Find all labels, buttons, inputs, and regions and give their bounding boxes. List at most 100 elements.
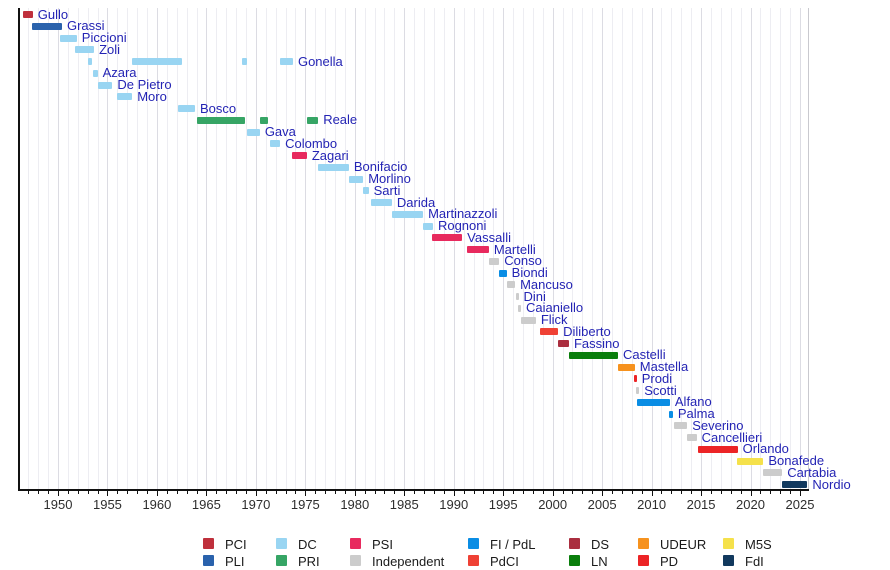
minister-label-diliberto[interactable]: Diliberto: [563, 323, 611, 339]
minister-label-zoli[interactable]: Zoli: [99, 41, 121, 57]
minister-label-severino[interactable]: Severino: [692, 417, 744, 433]
term-bar-flick[interactable]: [520, 316, 536, 324]
minister-label-gonella[interactable]: Gonella: [297, 53, 343, 69]
minister-label-fassino[interactable]: Fassino: [573, 335, 620, 351]
term-bar-severino[interactable]: [674, 422, 688, 430]
minister-label-morlino[interactable]: Morlino: [368, 171, 411, 186]
year-gridline: [58, 8, 59, 489]
term-bar-biondi[interactable]: [499, 269, 507, 277]
term-bar-vassalli[interactable]: [432, 234, 463, 242]
minister-label-caianiello[interactable]: Caianiello: [526, 300, 584, 316]
minister-label-prodi[interactable]: Prodi: [641, 370, 673, 386]
term-bar-orlando[interactable]: [698, 445, 738, 453]
term-bar-grassi[interactable]: [31, 22, 62, 30]
term-bar-azara[interactable]: [93, 69, 98, 77]
term-bar-moro[interactable]: [116, 93, 133, 101]
minister-label-conso[interactable]: Conso: [504, 253, 542, 269]
axis-tick: [295, 491, 297, 494]
minister-label-gava[interactable]: Gava: [264, 124, 296, 139]
term-bar-martinazzoli[interactable]: [391, 210, 424, 218]
term-bar-scotti[interactable]: [636, 387, 640, 394]
minister-label-flick[interactable]: Flick: [540, 312, 568, 327]
minister-label-bosco[interactable]: Bosco: [200, 100, 237, 116]
term-bar-caianiello[interactable]: [518, 304, 521, 312]
axis-tick: [641, 491, 643, 494]
minister-label-palma[interactable]: Palma: [677, 406, 715, 421]
term-bar-cartabia[interactable]: [763, 469, 783, 477]
term-bar-gonella[interactable]: [242, 58, 247, 65]
term-bar-gonella[interactable]: [88, 58, 92, 65]
minister-label-darida[interactable]: Darida: [396, 194, 436, 210]
year-gridline: [156, 8, 158, 489]
minister-label-mastella[interactable]: Mastella: [639, 359, 689, 374]
minister-label-castelli[interactable]: Castelli: [622, 347, 666, 363]
term-bar-bonifacio[interactable]: [318, 163, 349, 171]
term-bar-zagari[interactable]: [291, 152, 307, 159]
year-gridline: [394, 8, 396, 489]
minister-label-sarti[interactable]: Sarti: [373, 182, 401, 198]
legend-label-psi: PSI: [372, 537, 393, 552]
legend-label-udeur: UDEUR: [660, 537, 707, 552]
term-bar-nordio[interactable]: [782, 481, 808, 488]
term-bar-colombo[interactable]: [269, 140, 281, 148]
year-gridline: [28, 8, 30, 489]
term-bar-alfano[interactable]: [637, 398, 670, 406]
term-bar-martelli[interactable]: [467, 246, 489, 253]
minister-label-martelli[interactable]: Martelli: [493, 241, 536, 257]
term-bar-gonella[interactable]: [132, 58, 183, 65]
minister-label-piccioni[interactable]: Piccioni: [81, 30, 127, 45]
term-bar-reale[interactable]: [197, 116, 245, 124]
minister-label-moro[interactable]: Moro: [137, 88, 167, 104]
term-bar-morlino[interactable]: [348, 175, 364, 183]
term-bar-prodi[interactable]: [634, 375, 637, 383]
term-bar-bosco[interactable]: [178, 105, 196, 112]
term-bar-mastella[interactable]: [617, 363, 635, 371]
minister-label-nordio[interactable]: Nordio: [812, 476, 851, 492]
year-gridline: [710, 8, 712, 489]
minister-label-cancellieri[interactable]: Cancellieri: [701, 429, 763, 445]
minister-label-bonafede[interactable]: Bonafede: [768, 453, 825, 468]
term-bar-conso[interactable]: [488, 257, 500, 265]
legend-swatch-fi-pdl: [468, 538, 479, 549]
minister-label-scotti[interactable]: Scotti: [644, 382, 677, 398]
term-bar-darida[interactable]: [371, 199, 392, 206]
minister-label-de-pietro[interactable]: De Pietro: [117, 77, 172, 92]
axis-tick: [631, 491, 633, 494]
term-bar-fassino[interactable]: [558, 340, 569, 347]
term-bar-dini[interactable]: [515, 293, 519, 300]
term-bar-mancuso[interactable]: [506, 281, 516, 289]
minister-label-vassalli[interactable]: Vassalli: [467, 229, 511, 245]
year-gridline: [117, 8, 119, 489]
term-bar-palma[interactable]: [669, 410, 673, 418]
term-bar-reale[interactable]: [259, 116, 268, 124]
minister-label-reale[interactable]: Reale: [323, 112, 358, 128]
minister-label-alfano[interactable]: Alfano: [674, 394, 712, 410]
minister-label-bonifacio[interactable]: Bonifacio: [353, 159, 408, 175]
minister-label-biondi[interactable]: Biondi: [511, 265, 548, 280]
year-gridline: [107, 8, 109, 489]
term-bar-zoli[interactable]: [74, 46, 95, 54]
minister-label-grassi[interactable]: Grassi: [66, 18, 105, 34]
term-bar-diliberto[interactable]: [540, 328, 559, 336]
term-bar-gonella[interactable]: [280, 58, 293, 65]
minister-label-mancuso[interactable]: Mancuso: [520, 276, 573, 292]
minister-label-cartabia[interactable]: Cartabia: [787, 464, 837, 480]
minister-label-orlando[interactable]: Orlando: [742, 441, 789, 457]
term-bar-sarti[interactable]: [363, 187, 369, 195]
minister-label-colombo[interactable]: Colombo: [285, 135, 338, 151]
term-bar-piccioni[interactable]: [59, 34, 77, 42]
term-bar-gava[interactable]: [246, 128, 260, 136]
term-bar-cancellieri[interactable]: [687, 434, 697, 441]
term-bar-reale[interactable]: [306, 116, 319, 124]
minister-label-dini[interactable]: Dini: [523, 288, 546, 304]
minister-label-zagari[interactable]: Zagari: [311, 147, 349, 163]
term-bar-castelli[interactable]: [568, 351, 618, 359]
minister-label-gullo[interactable]: Gullo: [37, 6, 69, 22]
term-bar-gullo[interactable]: [22, 11, 33, 18]
term-bar-rognoni[interactable]: [423, 222, 433, 230]
term-bar-de-pietro[interactable]: [98, 81, 113, 89]
minister-label-martinazzoli[interactable]: Martinazzoli: [428, 206, 498, 222]
minister-label-azara[interactable]: Azara: [102, 65, 137, 81]
minister-label-rognoni[interactable]: Rognoni: [437, 218, 487, 233]
term-bar-bonafede[interactable]: [736, 457, 764, 465]
